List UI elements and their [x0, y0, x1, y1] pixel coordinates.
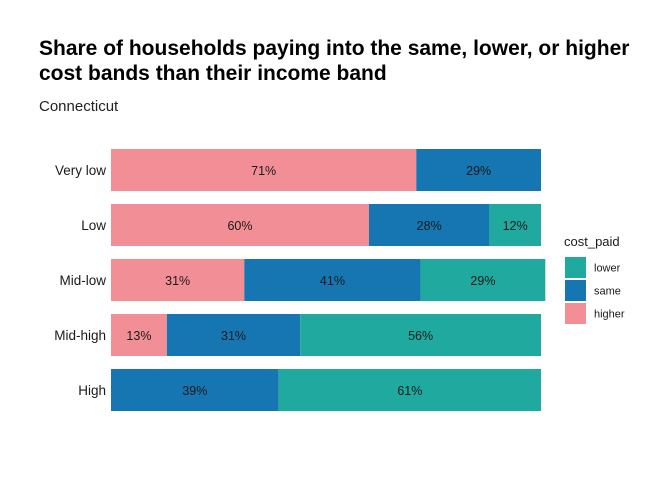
legend-label-same: same [594, 286, 621, 298]
category-labels: Very low Low Mid-low Mid-high High [54, 163, 106, 398]
legend: cost_paid lower same higher [564, 234, 625, 324]
category-label: Low [81, 218, 106, 233]
chart-title: Share of households paying into the same… [39, 37, 630, 85]
legend-key-same [565, 280, 586, 301]
bar-data-label: 60% [227, 219, 252, 233]
bar-data-label: 61% [397, 384, 422, 398]
bar-segment-lower [420, 259, 546, 301]
bar-segment-higher [111, 259, 245, 301]
bar-data-label: 31% [165, 274, 190, 288]
bar-segment-same [111, 369, 279, 411]
bar-segment-same [244, 259, 421, 301]
bar-data-label: 28% [417, 219, 442, 233]
bar-segment-lower [489, 204, 541, 246]
bar-data-label: 31% [221, 329, 246, 343]
bar-segment-higher [111, 314, 167, 356]
chart-subtitle: Connecticut [39, 98, 119, 115]
bar-segment-lower [278, 369, 541, 411]
category-label: Mid-low [59, 273, 106, 288]
bar-segment-same [369, 204, 490, 246]
bar-data-label: 71% [251, 164, 276, 178]
bar-data-label: 56% [408, 329, 433, 343]
bars-layer: 71% 29% 60% 28% 12% 31% 41% 29% 13% 31% 56% 39% 61% [111, 149, 546, 411]
bar-data-label: 39% [182, 384, 207, 398]
legend-key-higher [565, 303, 586, 324]
bar-segment-lower [300, 314, 541, 356]
bar-data-label: 29% [466, 164, 491, 178]
bar-segment-higher [111, 149, 417, 191]
legend-key-lower [565, 257, 586, 278]
legend-label-higher: higher [594, 309, 625, 321]
category-label: Very low [55, 163, 106, 178]
legend-label-lower: lower [594, 263, 621, 275]
bar-segment-same [166, 314, 301, 356]
bar-data-label: 13% [126, 329, 151, 343]
category-label: High [78, 383, 106, 398]
bar-segment-same [416, 149, 541, 191]
bar-data-label: 29% [470, 274, 495, 288]
category-label: Mid-high [54, 328, 106, 343]
legend-title: cost_paid [564, 234, 620, 249]
bar-segment-higher [111, 204, 369, 246]
bar-data-label: 41% [320, 274, 345, 288]
bar-data-label: 12% [503, 219, 528, 233]
